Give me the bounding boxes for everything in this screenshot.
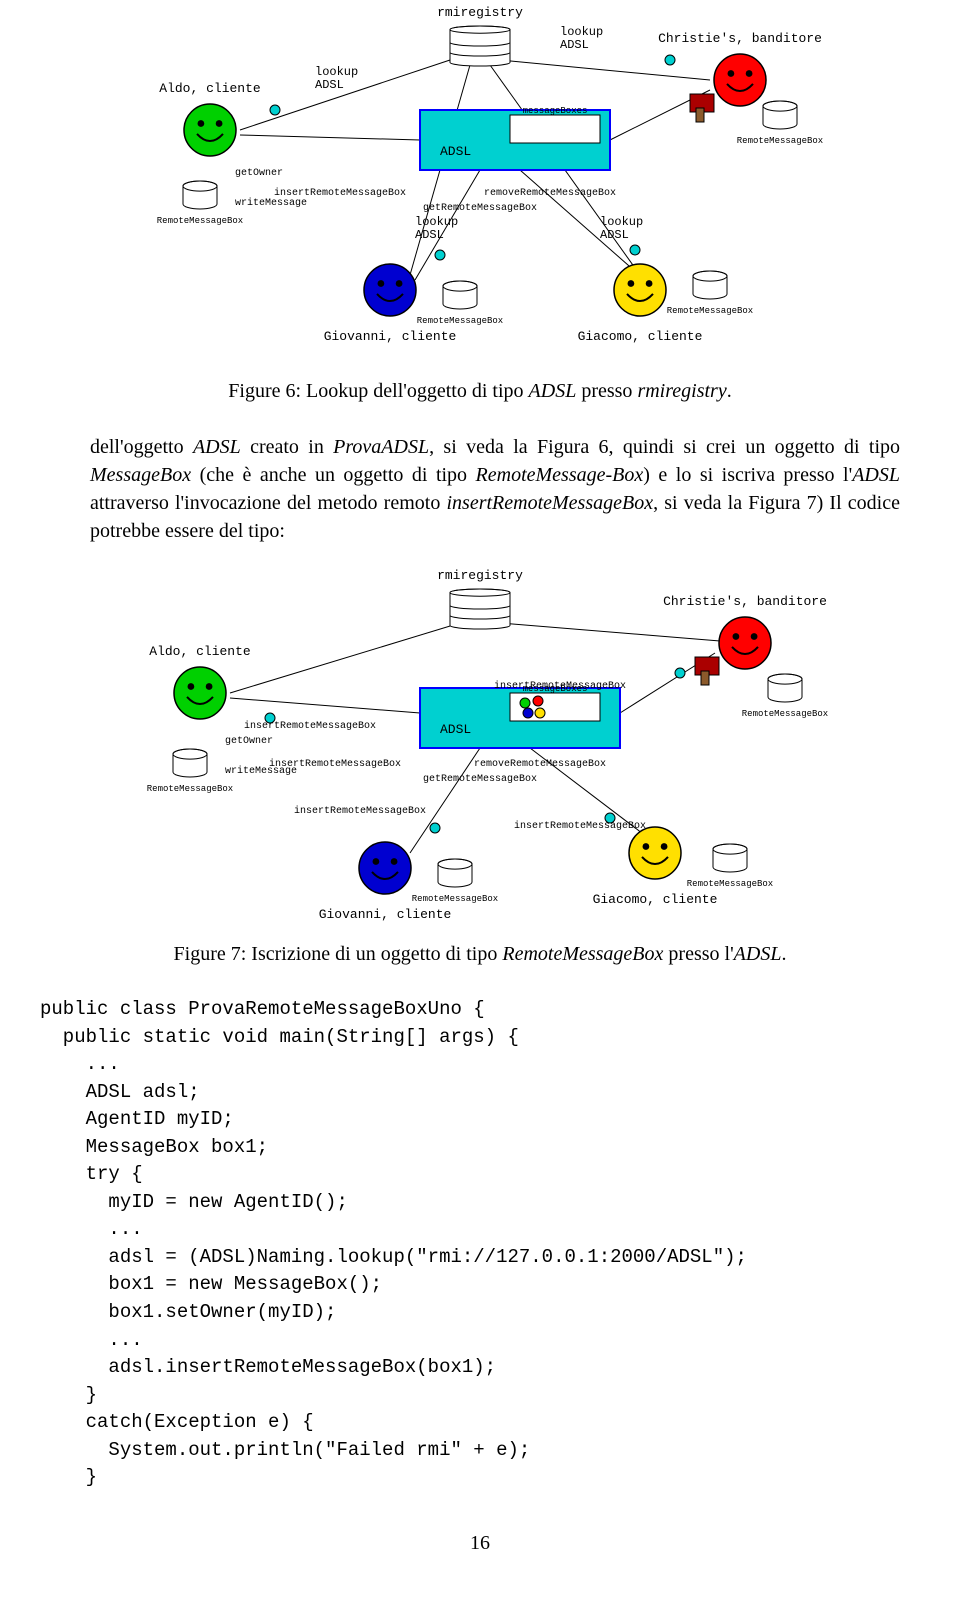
svg-text:Christie's, banditore: Christie's, banditore [663, 594, 827, 609]
svg-text:RemoteMessageBox: RemoteMessageBox [412, 894, 498, 904]
svg-text:removeRemoteMessageBox: removeRemoteMessageBox [484, 188, 616, 199]
svg-text:insertRemoteMessageBox: insertRemoteMessageBox [294, 805, 426, 817]
figure-7-caption: Figure 7: Iscrizione di un oggetto di ti… [0, 943, 960, 966]
svg-text:ADSL: ADSL [600, 228, 629, 242]
svg-text:getOwner: getOwner [225, 736, 273, 747]
svg-text:Giovanni, cliente: Giovanni, cliente [319, 907, 452, 922]
code-listing: public class ProvaRemoteMessageBoxUno { … [40, 996, 960, 1492]
svg-text:ADSL: ADSL [415, 228, 444, 242]
svg-text:Christie's, banditore: Christie's, banditore [658, 31, 822, 46]
svg-text:RemoteMessageBox: RemoteMessageBox [687, 879, 773, 889]
svg-text:removeRemoteMessageBox: removeRemoteMessageBox [474, 759, 606, 770]
figure-7-diagram: rmiregistryADSLmessageBoxesAldo, cliente… [80, 563, 880, 933]
svg-text:insertRemoteMessageBox: insertRemoteMessageBox [274, 187, 406, 199]
svg-text:lookup: lookup [315, 65, 358, 79]
svg-text:Aldo, cliente: Aldo, cliente [159, 81, 260, 96]
svg-text:RemoteMessageBox: RemoteMessageBox [737, 136, 823, 146]
svg-text:lookup: lookup [600, 215, 643, 229]
svg-text:insertRemoteMessageBox: insertRemoteMessageBox [494, 680, 626, 692]
svg-text:ADSL: ADSL [560, 38, 589, 52]
page: rmiregistry ADSL messageBoxes Aldo, cliente… [0, 0, 960, 1555]
svg-text:insertRemoteMessageBox: insertRemoteMessageBox [244, 720, 376, 732]
svg-text:getRemoteMessageBox: getRemoteMessageBox [423, 774, 537, 785]
svg-text:Aldo, cliente: Aldo, cliente [149, 644, 250, 659]
svg-text:Giovanni, cliente: Giovanni, cliente [324, 329, 457, 344]
svg-text:insertRemoteMessageBox: insertRemoteMessageBox [514, 820, 646, 832]
svg-text:rmiregistry: rmiregistry [437, 568, 523, 583]
page-number: 16 [0, 1532, 960, 1555]
svg-text:getRemoteMessageBox: getRemoteMessageBox [423, 203, 537, 214]
svg-text:lookup: lookup [560, 25, 603, 39]
svg-text:lookup: lookup [415, 215, 458, 229]
svg-text:ADSL: ADSL [315, 78, 344, 92]
svg-text:rmiregistry: rmiregistry [437, 5, 523, 20]
svg-text:ADSL: ADSL [440, 144, 471, 159]
svg-text:RemoteMessageBox: RemoteMessageBox [667, 306, 753, 316]
figure-6-diagram: rmiregistry ADSL messageBoxes Aldo, cliente… [80, 0, 880, 370]
svg-text:RemoteMessageBox: RemoteMessageBox [147, 784, 233, 794]
paragraph: dell'oggetto ADSL creato in ProvaADSL, s… [90, 433, 900, 545]
svg-text:RemoteMessageBox: RemoteMessageBox [157, 216, 243, 226]
svg-text:insertRemoteMessageBox: insertRemoteMessageBox [269, 758, 401, 770]
figure-6-caption: Figure 6: Lookup dell'oggetto di tipo AD… [0, 380, 960, 403]
svg-text:RemoteMessageBox: RemoteMessageBox [742, 709, 828, 719]
svg-text:Giacomo, cliente: Giacomo, cliente [578, 329, 703, 344]
svg-text:messageBoxes: messageBoxes [523, 106, 588, 116]
svg-text:RemoteMessageBox: RemoteMessageBox [417, 316, 503, 326]
svg-text:ADSL: ADSL [440, 722, 471, 737]
svg-text:Giacomo, cliente: Giacomo, cliente [593, 892, 718, 907]
svg-text:getOwner: getOwner [235, 168, 283, 179]
